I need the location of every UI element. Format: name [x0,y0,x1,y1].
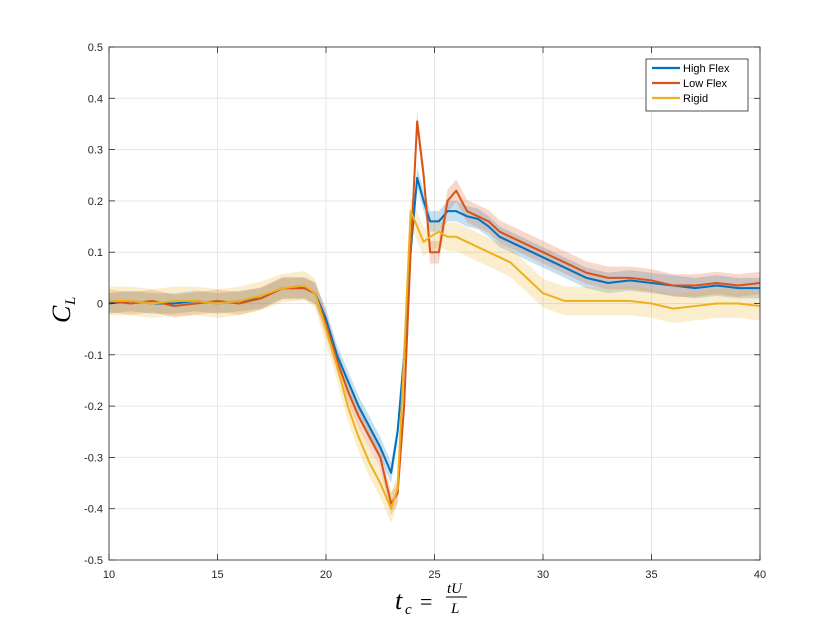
series-line-rigid [109,210,761,510]
x-tick-label: 30 [537,569,549,581]
y-tick-label: -0.5 [84,555,103,567]
svg-text:c: c [405,602,412,618]
series-line-low-flex [108,120,761,505]
band-high-flex [109,167,760,484]
svg-text:C: C [47,305,76,323]
x-ticks: 10 15 20 25 30 35 40 [103,47,766,581]
y-tick-label: 0.1 [88,247,103,259]
legend-label: Low Flex [683,78,728,90]
svg-text:t: t [395,586,403,615]
confidence-bands [109,110,760,524]
svg-text:=: = [420,589,432,614]
y-tick-label: 0.4 [88,93,103,105]
x-tick-label: 15 [211,569,223,581]
y-ticks: -0.5 -0.4 -0.3 -0.2 -0.1 0 0.1 0.2 0.3 0.4 0.5 [84,42,760,567]
legend-label: High Flex [683,63,730,75]
svg-text:L: L [63,297,79,306]
x-tick-label: 35 [645,569,657,581]
x-tick-label: 10 [103,569,115,581]
legend: High Flex Low Flex Rigid [645,58,749,112]
x-tick-label: 40 [754,569,766,581]
y-axis-label: C L [47,297,79,323]
series-lines [108,120,761,510]
band-low-flex [109,110,760,515]
legend-label: Rigid [683,93,708,105]
y-tick-label: -0.2 [84,401,103,413]
y-tick-label: -0.4 [84,504,103,516]
y-tick-label: 0 [97,299,103,311]
svg-text:tU: tU [447,581,463,597]
x-tick-label: 20 [320,569,332,581]
y-tick-label: 0.5 [88,42,103,54]
y-tick-label: -0.3 [84,452,103,464]
y-tick-label: 0.2 [88,196,103,208]
y-tick-label: -0.1 [84,350,103,362]
svg-text:L: L [450,601,459,617]
y-tick-label: 0.3 [88,145,103,157]
x-tick-label: 25 [428,569,440,581]
x-axis-label: t c = tU L [395,581,467,618]
band-rigid [109,196,760,524]
